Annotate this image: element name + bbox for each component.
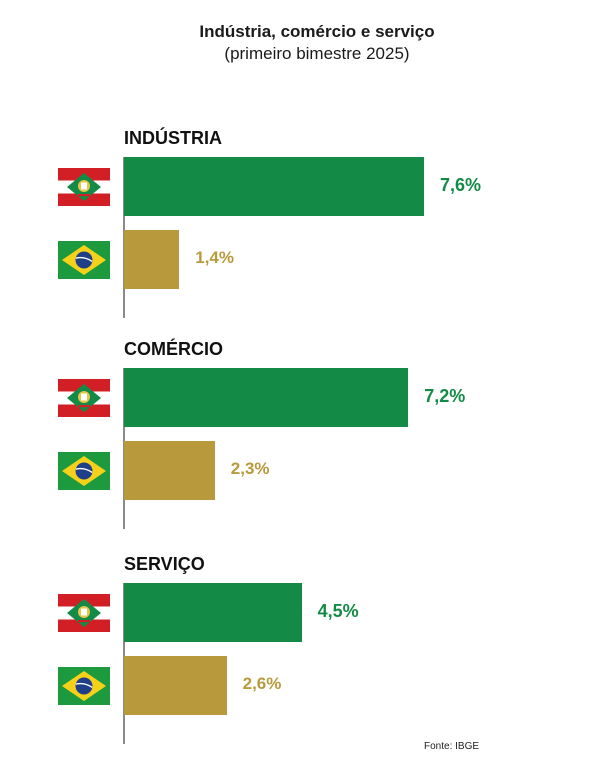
value-label-servico-series-2: 2,6% <box>242 674 282 693</box>
santa-catarina-flag-icon <box>58 167 110 206</box>
brazil-flag-icon <box>58 240 110 279</box>
chart-subtitle: (primeiro bimestre 2025) <box>224 44 410 63</box>
bar-industria-series-1 <box>124 157 424 216</box>
axis-line <box>123 583 125 744</box>
bar-comercio-series-2 <box>124 441 215 500</box>
category-label-industria: INDÚSTRIA <box>124 128 222 148</box>
bar-comercio-series-1 <box>124 368 409 427</box>
brazil-flag-icon <box>58 666 110 705</box>
santa-catarina-flag-icon <box>58 593 110 632</box>
value-label-servico-series-1: 4,5% <box>317 601 359 621</box>
bar-servico-series-2 <box>124 656 227 715</box>
chart-title: Indústria, comércio e serviço <box>199 22 435 41</box>
value-label-industria-series-2: 1,4% <box>195 248 234 267</box>
axis-line <box>123 157 125 318</box>
bar-servico-series-1 <box>124 583 302 642</box>
brazil-flag-icon <box>58 451 110 490</box>
axis-line <box>123 368 125 529</box>
category-label-comercio: COMÉRCIO <box>124 339 223 359</box>
category-label-servico: SERVIÇO <box>124 554 205 574</box>
value-label-comercio-series-2: 2,3% <box>230 459 270 478</box>
santa-catarina-flag-icon <box>58 378 110 417</box>
value-label-comercio-series-1: 7,2% <box>424 386 466 406</box>
bar-industria-series-2 <box>124 230 180 289</box>
source-note: Fonte: IBGE <box>424 741 480 752</box>
value-label-industria-series-1: 7,6% <box>440 175 482 195</box>
